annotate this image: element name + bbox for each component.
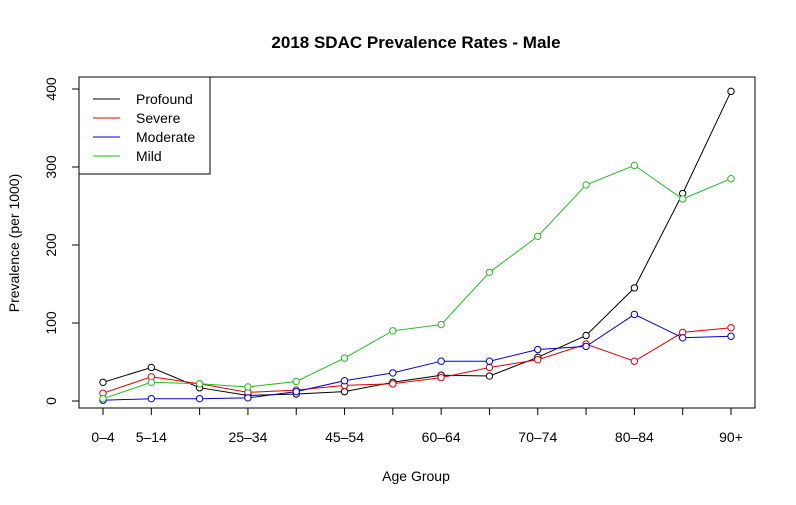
- data-point: [244, 394, 252, 402]
- data-point: [727, 87, 735, 96]
- series-mild: [99, 161, 735, 403]
- legend-label: Moderate: [136, 129, 195, 145]
- data-point: [485, 372, 494, 380]
- x-tick-label: 0–4: [91, 429, 115, 445]
- chart-title: 2018 SDAC Prevalence Rates - Male: [271, 33, 560, 52]
- data-point: [582, 181, 590, 189]
- x-tick-label: 90+: [719, 429, 743, 445]
- data-point: [727, 332, 735, 340]
- data-point: [485, 357, 494, 365]
- data-point: [630, 284, 639, 292]
- y-tick-label: 300: [43, 155, 59, 179]
- data-point: [437, 357, 445, 365]
- data-point: [485, 268, 494, 276]
- x-tick-label: 70–74: [518, 429, 557, 445]
- data-point: [340, 377, 349, 385]
- data-point: [147, 363, 156, 372]
- data-point: [389, 369, 397, 377]
- x-tick-label: 5–14: [136, 429, 167, 445]
- legend-label: Severe: [136, 110, 181, 126]
- series-line: [102, 91, 732, 397]
- series-line: [102, 327, 732, 394]
- x-axis: 0–4 5–14 25–34 45–54 60–64 70–74 80–84 90+: [91, 407, 743, 445]
- x-tick-label: 80–84: [615, 429, 654, 445]
- data-point: [389, 380, 397, 388]
- data-point: [244, 383, 252, 391]
- y-tick-label: 100: [43, 311, 59, 335]
- data-point: [534, 232, 542, 241]
- data-point: [437, 320, 445, 329]
- y-tick-label: 400: [43, 77, 59, 101]
- data-point: [485, 363, 494, 372]
- data-point: [534, 355, 542, 364]
- legend: Profound Severe Moderate Mild: [78, 76, 211, 175]
- series-line: [102, 313, 732, 401]
- data-point: [292, 377, 300, 386]
- y-tick-label: 200: [43, 233, 59, 257]
- data-point: [195, 380, 204, 388]
- x-tick-label: 45–54: [325, 429, 364, 445]
- data-point: [147, 378, 156, 386]
- series-line: [102, 164, 732, 400]
- x-axis-label: Age Group: [382, 468, 450, 484]
- x-tick-label: 25–34: [228, 429, 267, 445]
- data-point: [727, 175, 735, 183]
- data-point: [389, 327, 397, 335]
- legend-label: Mild: [136, 148, 162, 164]
- data-point: [99, 378, 107, 386]
- data-point: [678, 334, 687, 342]
- data-point: [340, 387, 349, 396]
- data-point: [437, 373, 445, 382]
- y-axis-label: Prevalence (per 1000): [6, 174, 22, 313]
- y-axis: 0 100 200 300 400: [43, 77, 80, 405]
- data-point: [340, 354, 349, 362]
- legend-box: [78, 76, 211, 175]
- data-point: [292, 387, 300, 396]
- data-point: [727, 323, 735, 332]
- data-point: [582, 342, 590, 351]
- data-point: [630, 310, 639, 319]
- data-point: [678, 195, 687, 203]
- data-point: [534, 345, 542, 354]
- y-tick-label: 0: [43, 397, 59, 405]
- data-point: [147, 394, 156, 403]
- data-point: [195, 394, 204, 403]
- data-point: [630, 161, 639, 170]
- series-layer: [99, 87, 735, 404]
- x-tick-label: 60–64: [422, 429, 461, 445]
- data-point: [99, 394, 107, 403]
- series-moderate: [99, 310, 735, 404]
- legend-label: Profound: [136, 91, 193, 107]
- data-point: [582, 331, 590, 340]
- data-point: [630, 357, 639, 365]
